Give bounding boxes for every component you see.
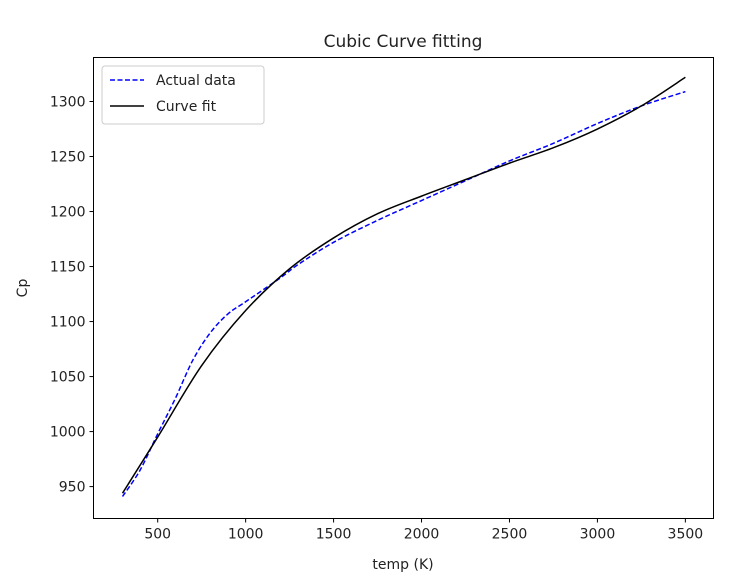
y-tick-label: 1100 [50,315,86,331]
x-tick-label: 2000 [404,527,440,543]
y-axis-label: Cp [15,279,31,298]
x-tick-label: 500 [144,527,171,543]
series-line-curve-fit [121,76,686,494]
y-tick-label: 1300 [50,95,86,111]
y-tick-label: 1250 [50,150,86,166]
chart-title: Cubic Curve fitting [324,32,483,52]
plot-frame [93,57,714,519]
x-tick-label: 2500 [492,527,528,543]
x-tick-label: 1500 [316,527,352,543]
series-line-actual-data [121,90,686,497]
y-tick-label: 1000 [50,425,86,441]
x-tick-label: 1000 [228,527,264,543]
legend-label-fit: Curve fit [156,99,217,115]
x-tick-label: 3000 [580,527,616,543]
y-tick-label: 950 [59,480,86,496]
y-tick-label: 1150 [50,260,86,276]
y-tick-label: 1200 [50,205,86,221]
x-axis-label: temp (K) [372,557,433,573]
legend-label-actual: Actual data [156,73,236,89]
x-tick-label: 3500 [668,527,704,543]
y-tick-label: 1050 [50,370,86,386]
legend: Actual data Curve fit [101,65,265,125]
